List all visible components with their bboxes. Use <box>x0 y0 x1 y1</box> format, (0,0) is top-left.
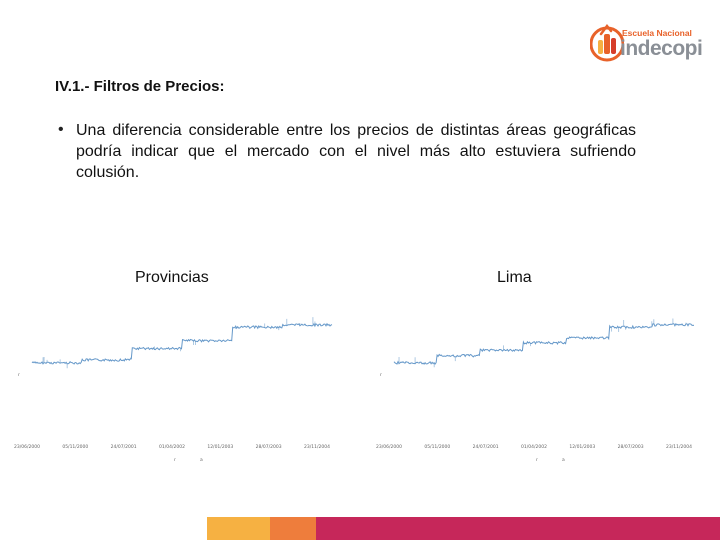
chart-label-provincias: Provincias <box>135 269 209 286</box>
x-tick-label: 05/11/2000 <box>62 444 88 450</box>
indecopi-logo: Escuela Nacional indecopi <box>590 20 703 66</box>
indecopi-logo-icon <box>590 23 624 62</box>
x-tick-label: 24/07/2001 <box>473 444 499 450</box>
footer-bar-orange <box>270 517 316 540</box>
axis-legend-marker: a <box>200 458 203 463</box>
x-tick-label: 12/01/2003 <box>569 444 595 450</box>
x-tick-label: 01/04/2002 <box>159 444 185 450</box>
price-chart-lima-svg: r 23/06/2000 05/11/2000 24/07/2001 01/04/200… <box>376 318 695 463</box>
chart-label-lima: Lima <box>497 269 532 286</box>
price-series-line <box>31 322 333 365</box>
x-tick-label: 28/07/2003 <box>618 444 644 450</box>
bullet-text: Una diferencia considerable entre los pr… <box>76 122 636 181</box>
x-tick-label: 23/06/2000 <box>14 444 40 450</box>
y-axis-marker: r <box>18 372 20 378</box>
slide-title: IV.1.- Filtros de Precios: <box>55 78 225 95</box>
x-tick-label: 28/07/2003 <box>256 444 282 450</box>
x-tick-label: 24/07/2001 <box>111 444 137 450</box>
logo-wordmark: indecopi <box>620 37 703 60</box>
x-tick-label: 05/11/2000 <box>424 444 450 450</box>
x-tick-label: 12/01/2003 <box>207 444 233 450</box>
footer-bar-crimson <box>316 517 720 540</box>
axis-legend-marker: a <box>562 458 565 463</box>
x-tick-label: 01/04/2002 <box>521 444 547 450</box>
x-tick-label: 23/11/2004 <box>666 444 692 450</box>
price-chart-provincias: r 23/06/2000 05/11/2000 24/07/2001 01/04/200… <box>4 300 334 470</box>
axis-legend-marker: r <box>536 457 538 463</box>
price-chart-lima: r 23/06/2000 05/11/2000 24/07/2001 01/04/200… <box>366 300 696 470</box>
y-axis-marker: r <box>380 372 382 378</box>
logo-subtitle: Escuela Nacional <box>622 28 692 38</box>
x-tick-label: 23/11/2004 <box>304 444 330 450</box>
price-series-line <box>393 322 695 365</box>
bullet-marker: • <box>58 121 64 138</box>
x-tick-label: 23/06/2000 <box>376 444 402 450</box>
footer-bar-yellow <box>207 517 270 540</box>
price-chart-provincias-svg: r 23/06/2000 05/11/2000 24/07/2001 01/04/200… <box>14 317 333 463</box>
axis-legend-marker: r <box>174 457 176 463</box>
